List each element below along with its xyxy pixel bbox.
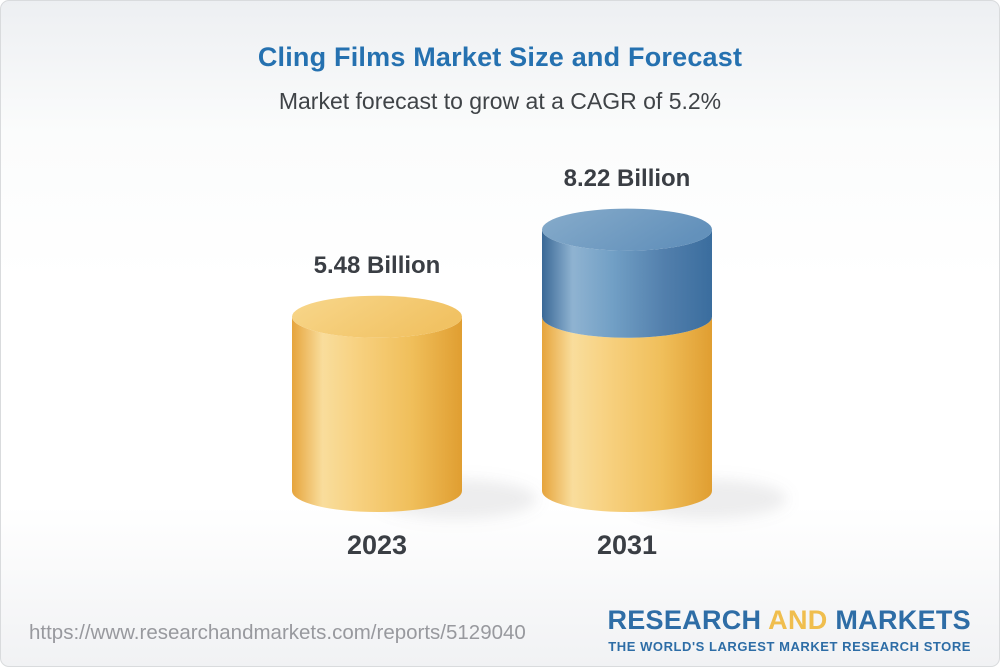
logo-word-and: AND — [768, 605, 828, 635]
logo-wordmark: RESEARCH AND MARKETS — [607, 605, 971, 636]
page-subtitle: Market forecast to grow at a CAGR of 5.2… — [278, 88, 722, 114]
page-title: Cling Films Market Size and Forecast — [257, 42, 743, 72]
bar-category-label-2023: 2023 — [346, 530, 408, 560]
bar-value-label-2023: 5.48 Billion — [313, 251, 441, 279]
report-url: https://www.researchandmarkets.com/repor… — [29, 621, 526, 644]
bar-category-label-2031: 2031 — [596, 530, 658, 560]
logo-tagline: THE WORLD'S LARGEST MARKET RESEARCH STOR… — [608, 639, 971, 654]
logo-word-research: RESEARCH — [607, 605, 762, 635]
bar-value-label-2031: 8.22 Billion — [563, 164, 691, 192]
research-and-markets-logo: RESEARCH AND MARKETS THE WORLD'S LARGEST… — [607, 605, 971, 654]
logo-word-markets: MARKETS — [835, 605, 971, 635]
